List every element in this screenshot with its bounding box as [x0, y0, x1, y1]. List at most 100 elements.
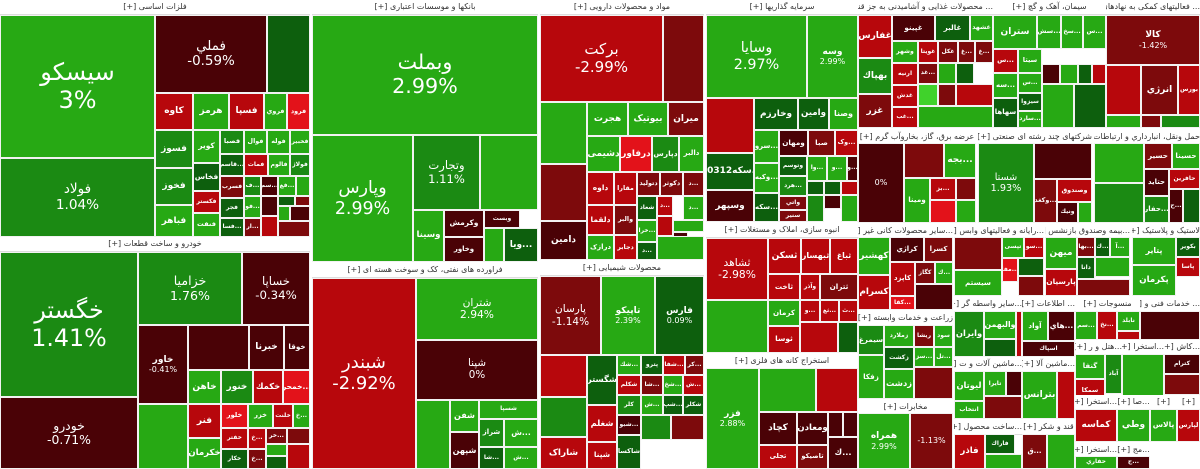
- stock-tile[interactable]: ...شفا: [663, 355, 685, 375]
- stock-tile[interactable]: وخارزم: [754, 98, 798, 130]
- stock-tile[interactable]: فرود: [287, 93, 310, 130]
- stock-tile[interactable]: ...حفار: [1144, 196, 1169, 223]
- stock-tile[interactable]: خوقا: [284, 325, 310, 370]
- stock-tile[interactable]: [296, 176, 310, 196]
- stock-tile[interactable]: میران: [668, 102, 704, 136]
- stock-tile[interactable]: [416, 400, 450, 469]
- stock-tile[interactable]: [1095, 257, 1130, 277]
- stock-tile[interactable]: [838, 322, 858, 353]
- stock-tile[interactable]: بیوتیک: [628, 102, 668, 136]
- sector-header[interactable]: ...استخرا [+]: [1075, 395, 1117, 410]
- stock-tile[interactable]: ...و: [827, 156, 847, 181]
- stock-tile[interactable]: [1060, 64, 1078, 84]
- stock-tile[interactable]: [673, 220, 704, 232]
- stock-tile[interactable]: برکت -2.99%: [540, 15, 663, 102]
- stock-tile[interactable]: ...سرو: [754, 130, 779, 163]
- stock-tile[interactable]: شسپا: [479, 400, 538, 419]
- stock-tile[interactable]: مقارا: [614, 172, 637, 205]
- stock-tile[interactable]: ...كر: [685, 355, 704, 375]
- stock-tile[interactable]: فمات: [244, 154, 268, 176]
- stock-tile[interactable]: [266, 456, 287, 469]
- stock-tile[interactable]: [657, 236, 704, 260]
- stock-tile[interactable]: ...سکه0312پ: [706, 153, 754, 190]
- stock-tile[interactable]: [706, 300, 768, 353]
- stock-tile[interactable]: وامین: [798, 98, 829, 130]
- stock-tile[interactable]: دالبر: [679, 136, 704, 172]
- stock-tile[interactable]: ثتران: [820, 274, 858, 300]
- stock-tile[interactable]: حسیر: [1144, 143, 1172, 169]
- stock-tile[interactable]: انرژي: [1141, 65, 1178, 115]
- stock-tile[interactable]: ...و: [847, 156, 858, 181]
- stock-tile[interactable]: کاپزد: [890, 262, 915, 296]
- stock-tile[interactable]: وصندوق: [1057, 179, 1092, 202]
- stock-tile[interactable]: خودرو -0.71%: [0, 397, 138, 469]
- stock-tile[interactable]: ...ش: [504, 447, 538, 469]
- stock-tile[interactable]: ...ث: [839, 300, 858, 322]
- stock-tile[interactable]: شفن: [450, 400, 479, 432]
- stock-tile[interactable]: خاور -0.41%: [138, 325, 188, 404]
- stock-tile[interactable]: غويتا: [918, 41, 938, 63]
- stock-tile[interactable]: شغلم: [587, 405, 617, 442]
- stock-tile[interactable]: خلنت: [273, 404, 293, 428]
- stock-tile[interactable]: [1016, 311, 1022, 357]
- stock-tile[interactable]: سیستم: [954, 270, 1002, 296]
- stock-tile[interactable]: اسپاك: [1022, 341, 1075, 357]
- stock-tile[interactable]: ...خرا: [637, 220, 657, 242]
- stock-tile[interactable]: فخاس: [193, 163, 220, 191]
- stock-tile[interactable]: [985, 454, 1022, 469]
- stock-tile[interactable]: [261, 216, 278, 237]
- stock-tile[interactable]: داوه: [587, 172, 614, 205]
- stock-tile[interactable]: ...سم: [1075, 311, 1097, 340]
- stock-tile[interactable]: ثوسا: [768, 326, 800, 353]
- stock-tile[interactable]: ...وک: [835, 130, 858, 156]
- stock-tile[interactable]: شگستر: [587, 355, 617, 405]
- stock-tile[interactable]: میهن: [1045, 237, 1077, 269]
- sector-header[interactable]: مواد و محصولات دارویی [+]: [540, 0, 704, 15]
- stock-tile[interactable]: ...سخ: [1061, 15, 1083, 49]
- stock-tile[interactable]: [956, 63, 974, 84]
- stock-tile[interactable]: ...ك: [935, 262, 953, 284]
- stock-tile[interactable]: ...ق: [1022, 434, 1047, 469]
- stock-tile[interactable]: کگاز: [915, 262, 935, 284]
- stock-tile[interactable]: ...شبو: [617, 415, 641, 435]
- stock-tile[interactable]: شاراک: [540, 437, 587, 469]
- stock-tile[interactable]: [261, 196, 278, 216]
- stock-tile[interactable]: [807, 195, 824, 222]
- stock-tile[interactable]: ...ح: [1169, 189, 1183, 223]
- stock-tile[interactable]: زفکا: [858, 355, 884, 399]
- stock-tile[interactable]: ومعادن: [797, 412, 828, 445]
- sector-header[interactable]: ...سایر واسطه گر [+]: [954, 297, 1022, 312]
- stock-tile[interactable]: حافرین: [1169, 169, 1200, 189]
- stock-tile[interactable]: ...غب: [892, 107, 918, 128]
- stock-tile[interactable]: [1078, 64, 1092, 84]
- stock-tile[interactable]: سود: [934, 325, 953, 347]
- stock-tile[interactable]: [841, 181, 858, 195]
- stock-tile[interactable]: ...ش: [641, 395, 663, 415]
- stock-tile[interactable]: آباد: [1105, 354, 1122, 394]
- stock-tile[interactable]: خفتر: [221, 428, 248, 449]
- stock-tile[interactable]: [663, 15, 704, 102]
- stock-tile[interactable]: وسپهر: [706, 190, 754, 222]
- stock-tile[interactable]: شتران 2.94%: [416, 278, 538, 340]
- stock-tile[interactable]: ...شك: [617, 355, 641, 375]
- stock-tile[interactable]: والبر: [614, 205, 637, 235]
- sector-header[interactable]: ...هتل و ر [+]: [1075, 340, 1122, 355]
- stock-tile[interactable]: [954, 237, 1002, 270]
- stock-tile[interactable]: [1183, 189, 1200, 223]
- stock-tile[interactable]: ...آ: [1110, 237, 1130, 257]
- stock-tile[interactable]: ثسکن: [768, 238, 801, 274]
- stock-tile[interactable]: [480, 135, 538, 210]
- stock-tile[interactable]: فسوز: [155, 130, 193, 168]
- stock-tile[interactable]: غكل: [938, 41, 958, 63]
- stock-tile[interactable]: کالا -1.42%: [1106, 15, 1200, 65]
- stock-tile[interactable]: ...خ: [293, 404, 310, 428]
- stock-tile[interactable]: ...سو: [1024, 237, 1044, 258]
- sector-header[interactable]: [+]: [1150, 395, 1177, 410]
- stock-tile[interactable]: کچاد: [759, 412, 797, 445]
- stock-tile[interactable]: [1006, 371, 1022, 396]
- stock-tile[interactable]: دجابر: [614, 235, 637, 260]
- stock-tile[interactable]: كلر: [617, 395, 641, 415]
- sector-header[interactable]: قند و شکر [+]: [1022, 420, 1075, 435]
- stock-tile[interactable]: ...هاي: [1048, 311, 1075, 341]
- stock-tile[interactable]: [841, 195, 858, 222]
